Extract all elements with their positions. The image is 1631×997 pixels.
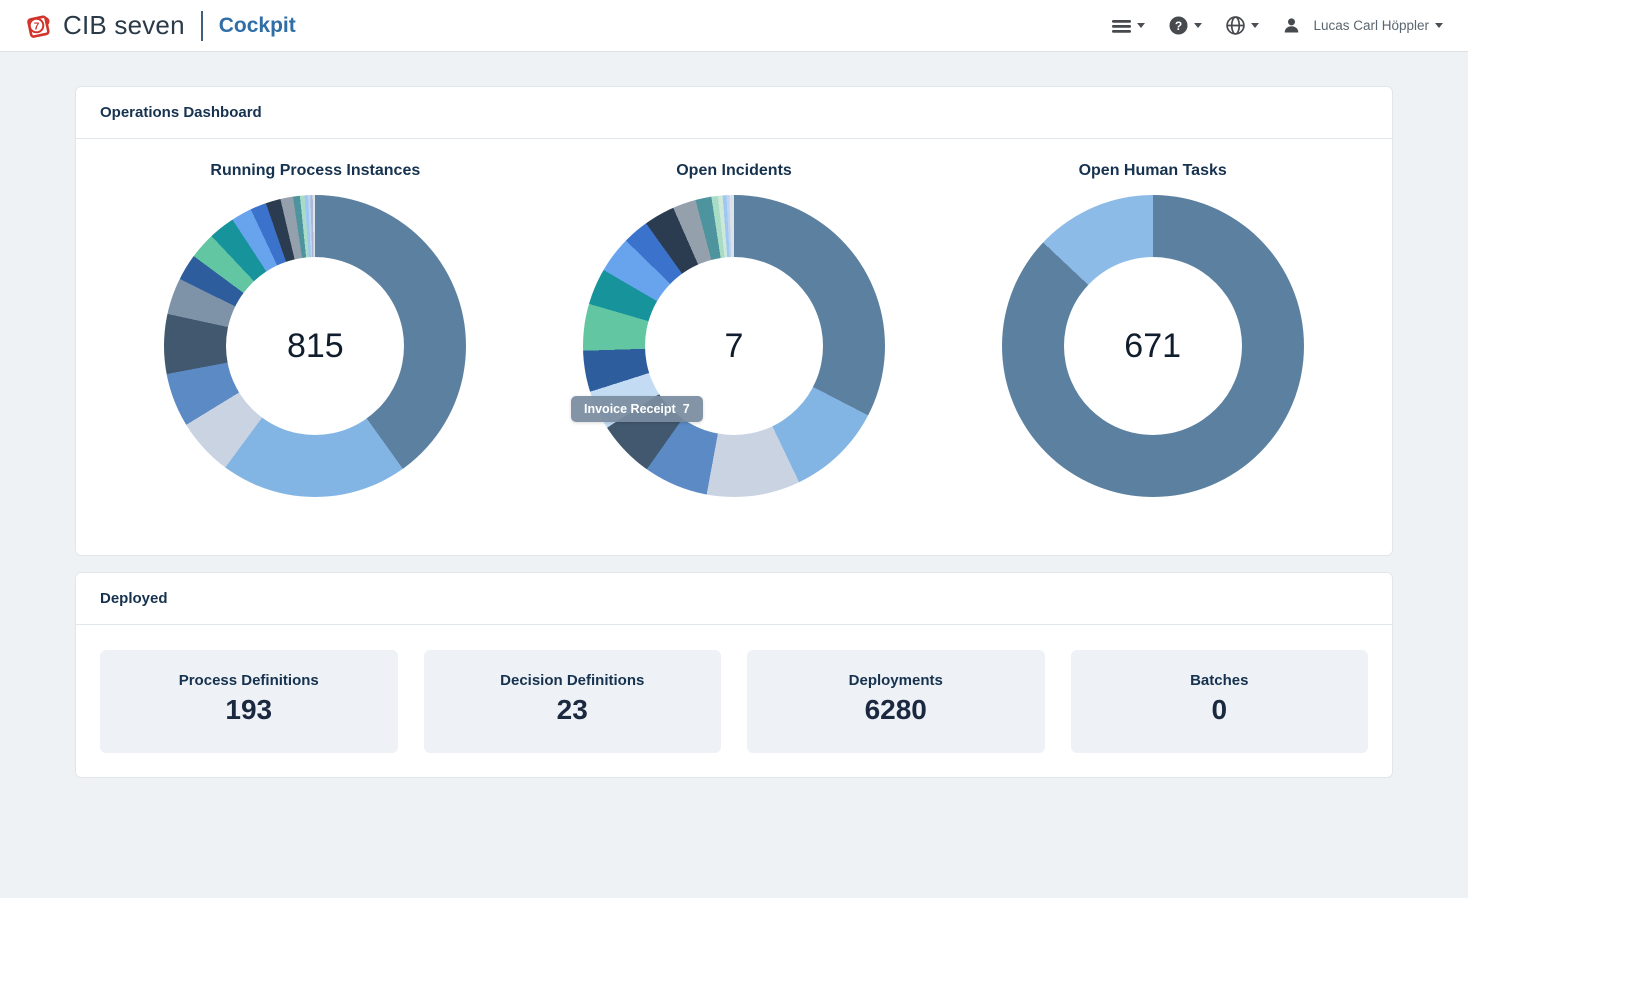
stat-label: Batches [1190, 672, 1249, 689]
deployed-panel: Deployed Process Definitions 193 Decisio… [75, 572, 1393, 778]
svg-text:7: 7 [34, 21, 40, 32]
stat-label: Deployments [848, 672, 943, 689]
operations-dashboard-title: Operations Dashboard [76, 87, 1392, 139]
navbar-actions: ? [1112, 16, 1443, 35]
tooltip-label: Invoice Receipt [584, 402, 676, 416]
chart-tooltip: Invoice Receipt 7 [571, 396, 703, 422]
chart-title: Running Process Instances [210, 162, 421, 179]
apps-menu-button[interactable] [1112, 17, 1146, 35]
decision-definitions-card[interactable]: Decision Definitions 23 [423, 650, 721, 753]
help-menu-button[interactable]: ? [1169, 16, 1203, 35]
user-icon [1283, 17, 1300, 34]
user-name: Lucas Carl Höppler [1313, 18, 1429, 33]
stat-label: Process Definitions [178, 672, 319, 689]
menu-icon [1112, 17, 1132, 35]
app-title: Cockpit [218, 13, 296, 37]
stat-label: Decision Definitions [500, 672, 645, 689]
batches-card[interactable]: Batches 0 [1070, 650, 1368, 753]
open-human-tasks-chart: Open Human Tasks 671 [943, 160, 1362, 497]
donut-center: 7 [645, 257, 823, 435]
brand-group: 7 CIB seven Cockpit [22, 10, 296, 42]
language-menu-button[interactable] [1226, 16, 1260, 35]
stat-value: 23 [556, 694, 588, 725]
brand-divider [200, 10, 203, 41]
chevron-down-icon [1435, 23, 1443, 28]
help-icon: ? [1169, 16, 1188, 35]
stat-value: 193 [225, 694, 273, 725]
running-process-instances-count: 815 [286, 326, 344, 365]
open-incidents-count: 7 [724, 326, 744, 365]
brand-name: CIB seven [63, 10, 185, 40]
chart-title: Open Human Tasks [1078, 162, 1227, 179]
open-human-tasks-count: 671 [1124, 326, 1182, 365]
svg-text:?: ? [1175, 19, 1182, 33]
app-window: 7 CIB seven Cockpit [0, 0, 1468, 898]
deployed-title: Deployed [76, 573, 1392, 625]
open-incidents-chart: Open Incidents 7 Invoice Receipt 7 [525, 160, 944, 497]
top-navbar: 7 CIB seven Cockpit [0, 0, 1468, 52]
donut-center: 671 [1063, 257, 1242, 435]
process-definitions-card[interactable]: Process Definitions 193 [100, 650, 398, 753]
operations-dashboard-panel: Operations Dashboard Running Process Ins… [75, 86, 1393, 556]
charts-row: Running Process Instances 815 Open Incid… [76, 139, 1392, 555]
chevron-down-icon [1137, 23, 1146, 28]
running-process-instances-donut[interactable]: 815 [164, 195, 467, 497]
open-incidents-donut[interactable]: 7 [583, 195, 885, 497]
deployments-card[interactable]: Deployments 6280 [747, 650, 1045, 753]
main-content: Operations Dashboard Running Process Ins… [0, 52, 1468, 898]
stat-value: 6280 [864, 694, 927, 725]
deployed-cards-row: Process Definitions 193 Decision Definit… [76, 625, 1392, 777]
chart-title: Open Incidents [676, 162, 792, 179]
cib-seven-logo-icon: 7 [22, 10, 54, 42]
running-process-instances-chart: Running Process Instances 815 [106, 160, 525, 497]
open-human-tasks-donut[interactable]: 671 [1001, 195, 1304, 497]
donut-center: 815 [226, 257, 405, 435]
stat-value: 0 [1211, 694, 1228, 725]
chevron-down-icon [1251, 23, 1260, 28]
chevron-down-icon [1194, 23, 1203, 28]
user-menu-button[interactable]: Lucas Carl Höppler [1283, 17, 1443, 34]
globe-icon [1226, 16, 1246, 35]
tooltip-value: 7 [682, 402, 690, 416]
